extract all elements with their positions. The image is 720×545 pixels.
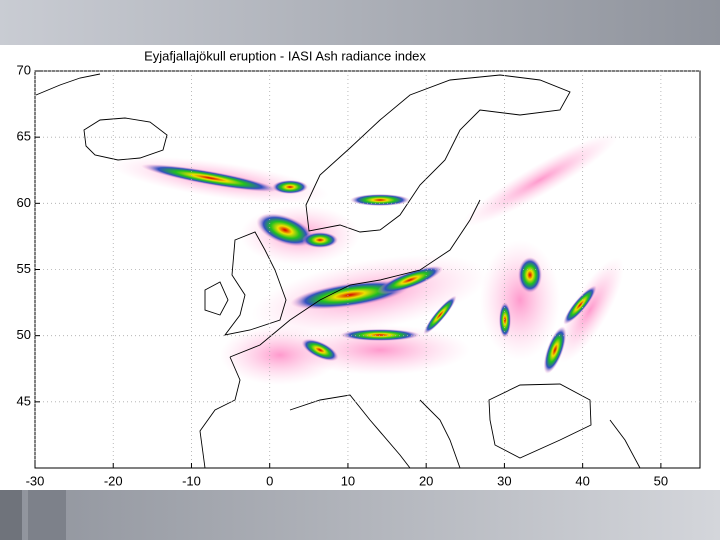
decor-square	[28, 490, 66, 540]
x-tick-label: -20	[104, 473, 123, 488]
map-title: Eyjafjallajökull eruption - IASI Ash rad…	[144, 48, 426, 63]
x-tick-label: -30	[26, 473, 45, 488]
y-tick-label: 65	[17, 129, 31, 144]
x-tick-label: 20	[419, 473, 433, 488]
bottom-band	[0, 490, 720, 540]
ash-plume	[141, 164, 597, 374]
decor-square	[0, 490, 22, 540]
x-tick-label: 0	[266, 473, 273, 488]
y-tick-label: 50	[17, 327, 31, 342]
y-tick-label: 55	[17, 261, 31, 276]
x-tick-label: -10	[182, 473, 201, 488]
coastlines	[35, 73, 641, 469]
x-tick-label: 30	[497, 473, 511, 488]
y-tick-label: 70	[17, 62, 31, 77]
y-tick-label: 60	[17, 195, 31, 210]
y-tick-label: 45	[17, 393, 31, 408]
x-tick-label: 50	[654, 473, 668, 488]
x-tick-label: 10	[341, 473, 355, 488]
top-band	[0, 0, 720, 45]
x-tick-label: 40	[575, 473, 589, 488]
